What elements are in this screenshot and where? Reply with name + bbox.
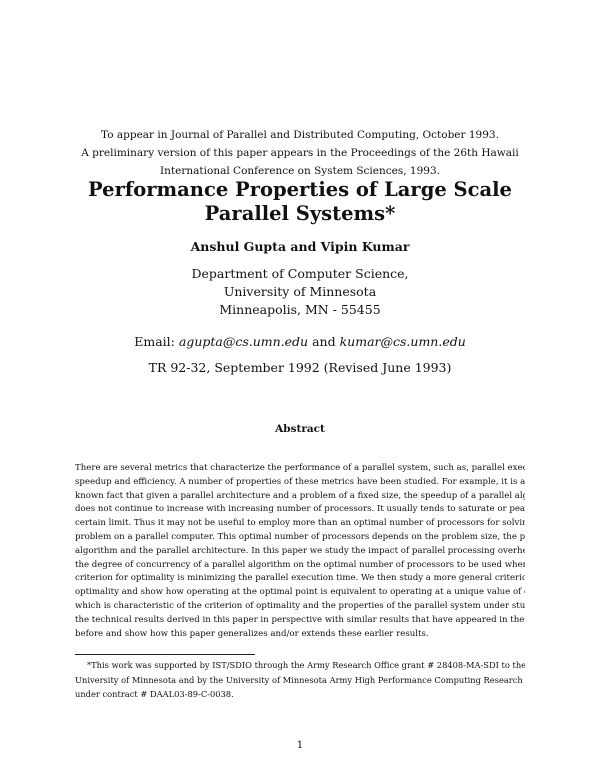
email-link[interactable]: agupta@cs.umn.edu xyxy=(178,334,309,349)
authors: Anshul Gupta and Vipin Kumar xyxy=(190,239,410,254)
paper-title: Performance Properties of Large Scale xyxy=(88,178,512,201)
abstract-line: optimality and show how operating at the… xyxy=(75,587,525,598)
abstract-line: before and show how this paper generaliz… xyxy=(75,628,429,639)
footnote-line: under contract # DAAL03-89-C-0038. xyxy=(75,689,234,699)
abstract-heading: Abstract xyxy=(275,423,325,435)
email-and: and xyxy=(312,334,336,349)
email-link[interactable]: kumar@cs.umn.edu xyxy=(339,334,466,349)
abstract-line: algorithm and the parallel architecture.… xyxy=(75,545,525,556)
header-note: A preliminary version of this paper appe… xyxy=(81,147,519,159)
abstract-line: the technical results derived in this pa… xyxy=(75,614,525,625)
abstract-body: There are several metrics that character… xyxy=(75,462,525,641)
header-note: To appear in Journal of Parallel and Dis… xyxy=(101,129,499,141)
affiliation: University of Minnesota xyxy=(223,284,377,299)
abstract-line: which is characteristic of the criterion… xyxy=(75,600,525,611)
email-label: Email: xyxy=(134,334,175,349)
page-number: 1 xyxy=(296,739,304,751)
footnote-line: University of Minnesota and by the Unive… xyxy=(75,674,525,685)
affiliation: Department of Computer Science, xyxy=(191,266,409,281)
footnote: *This work was supported by IST/SDIO thr… xyxy=(75,658,525,702)
footnote-rule xyxy=(75,654,255,655)
abstract-line: known fact that given a parallel archite… xyxy=(75,490,525,501)
abstract-line: the degree of concurrency of a parallel … xyxy=(75,559,525,570)
abstract-line: problem on a parallel computer. This opt… xyxy=(75,531,525,542)
email-line: Email: agupta@cs.umn.edu and kumar@cs.um… xyxy=(0,334,600,349)
paper-title: Parallel Systems* xyxy=(204,202,396,225)
abstract-line: There are several metrics that character… xyxy=(75,463,525,473)
report-number: TR 92-32, September 1992 (Revised June 1… xyxy=(148,360,452,375)
abstract-line: criterion for optimality is minimizing t… xyxy=(75,573,525,584)
abstract-line: speedup and efficiency. A number of prop… xyxy=(75,476,525,487)
header-note: International Conference on System Scien… xyxy=(160,165,440,177)
abstract-line: certain limit. Thus it may not be useful… xyxy=(75,518,525,529)
affiliation: Minneapolis, MN - 55455 xyxy=(219,302,381,317)
footnote-line: *This work was supported by IST/SDIO thr… xyxy=(87,660,525,670)
abstract-line: does not continue to increase with incre… xyxy=(75,504,525,515)
